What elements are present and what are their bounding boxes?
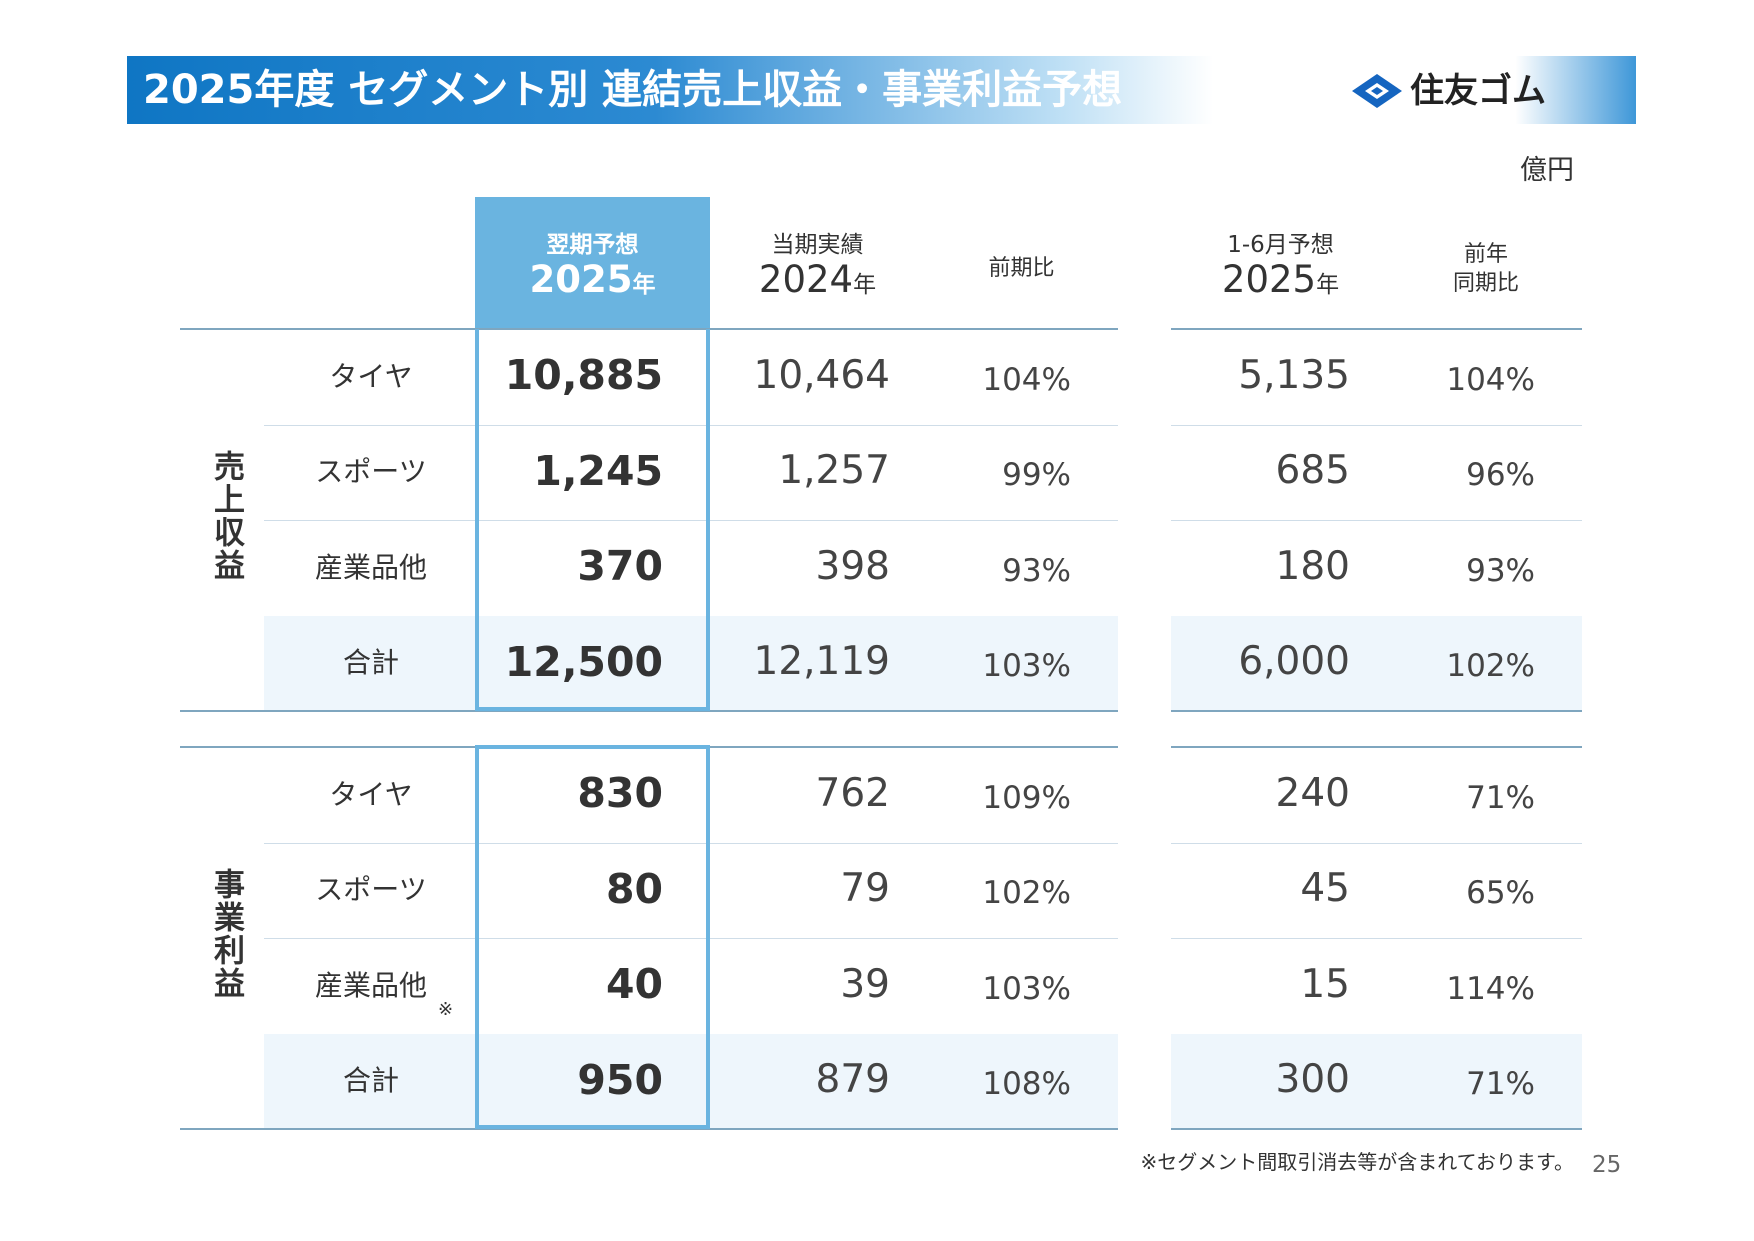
- row-name: タイヤ: [329, 359, 413, 393]
- cell-value: 114%: [1446, 970, 1535, 1007]
- highlight-box: [475, 329, 710, 711]
- cell-value: 71%: [1466, 779, 1535, 816]
- column-header: 1-6月予想: [1227, 232, 1334, 258]
- cell-value: 104%: [982, 361, 1071, 398]
- title: 2025年度 セグメント別 連結売上収益・事業利益予想: [143, 67, 1123, 113]
- row-name: 合計: [342, 1064, 399, 1098]
- section-line: [1171, 710, 1582, 712]
- cell-value: 398: [815, 543, 890, 589]
- row-line: [1171, 520, 1582, 521]
- column-header: 翌期予想: [546, 232, 639, 258]
- cell-value: 99%: [1002, 457, 1071, 494]
- row-line: [264, 842, 1118, 844]
- column-year: 2024年: [710, 258, 925, 301]
- year-suffix: 年: [853, 272, 877, 298]
- footnote: ※セグメント間取引消去等が含まれております。: [1140, 1150, 1574, 1174]
- section-line: [1171, 746, 1582, 748]
- cell-value: 79: [840, 866, 890, 912]
- cell-value: 685: [1275, 448, 1350, 494]
- row-line: [1171, 424, 1582, 426]
- cell-value: 1,245: [533, 446, 663, 495]
- year: 2024: [758, 258, 854, 301]
- row-line: [264, 424, 1118, 426]
- row-name: 合計: [342, 646, 399, 680]
- column-year: 2025年: [475, 258, 710, 301]
- cell-value: 39: [840, 961, 890, 1007]
- total-bg: [1171, 1033, 1582, 1129]
- row-line: [264, 520, 1118, 521]
- cell-value: 830: [577, 769, 663, 818]
- row-note: ※: [438, 998, 454, 1020]
- section-line: [180, 710, 1118, 712]
- cell-value: 109%: [982, 779, 1071, 816]
- header-highlight: [475, 197, 710, 329]
- row-name: 産業品他: [314, 968, 427, 1002]
- cell-value: 102%: [1446, 648, 1535, 685]
- unit: 億円: [1520, 155, 1574, 186]
- cell-value: 300: [1275, 1057, 1350, 1103]
- cell-value: 40: [605, 960, 663, 1009]
- cell-value: 103%: [982, 648, 1071, 685]
- cell-value: 370: [577, 542, 663, 591]
- page-number: 25: [1592, 1152, 1622, 1178]
- column-header: 前期比: [988, 256, 1055, 281]
- cell-value: 80: [605, 864, 663, 913]
- cell-value: 104%: [1446, 361, 1535, 398]
- cell-value: 71%: [1466, 1066, 1535, 1103]
- total-bg: [264, 1033, 1118, 1129]
- cell-value: 103%: [982, 970, 1071, 1007]
- column-header: 同期比: [1452, 271, 1519, 296]
- highlight-box: [475, 745, 710, 1129]
- row-name: 産業品他: [314, 550, 427, 584]
- cell-value: 102%: [982, 875, 1071, 912]
- cell-value: 93%: [1002, 552, 1071, 589]
- column-header: 当期実績: [771, 232, 864, 258]
- cell-value: 15: [1300, 961, 1350, 1007]
- section-line: [1171, 1128, 1582, 1130]
- cell-value: 65%: [1466, 875, 1535, 912]
- section-line: [180, 328, 1118, 330]
- cell-value: 12,500: [504, 637, 663, 686]
- row-line: [1171, 842, 1582, 844]
- column-year: 2025年: [1171, 258, 1390, 301]
- cell-value: 879: [815, 1057, 890, 1103]
- section-label: 売上収益: [208, 450, 244, 582]
- cell-value: 10,885: [504, 351, 663, 400]
- year-suffix: 年: [1316, 272, 1340, 298]
- cell-value: 96%: [1466, 457, 1535, 494]
- column-header: 前年: [1463, 242, 1508, 267]
- row-name: タイヤ: [329, 777, 413, 811]
- section-line: [1171, 328, 1582, 330]
- total-bg: [1171, 615, 1582, 711]
- logo-icon: [1352, 74, 1402, 108]
- cell-value: 950: [577, 1055, 663, 1104]
- cell-value: 6,000: [1238, 639, 1350, 685]
- row-name: スポーツ: [315, 873, 427, 907]
- cell-value: 762: [815, 770, 890, 816]
- row-line: [264, 938, 1118, 939]
- cell-value: 240: [1275, 770, 1350, 816]
- year: 2025: [529, 258, 633, 301]
- total-bg: [264, 615, 1118, 711]
- section-line: [180, 1128, 1118, 1130]
- cell-value: 93%: [1466, 552, 1535, 589]
- cell-value: 12,119: [753, 639, 890, 685]
- cell-value: 10,464: [753, 352, 890, 398]
- cell-value: 45: [1300, 866, 1350, 912]
- section-label: 事業利益: [208, 868, 244, 1000]
- cell-value: 5,135: [1238, 352, 1350, 398]
- cell-value: 180: [1275, 543, 1350, 589]
- year-suffix: 年: [632, 272, 656, 298]
- cell-value: 1,257: [778, 448, 890, 494]
- row-line: [1171, 938, 1582, 939]
- logo-text: 住友ゴム: [1410, 71, 1546, 111]
- year: 2025: [1221, 258, 1317, 301]
- cell-value: 108%: [982, 1066, 1071, 1103]
- row-name: スポーツ: [315, 455, 427, 489]
